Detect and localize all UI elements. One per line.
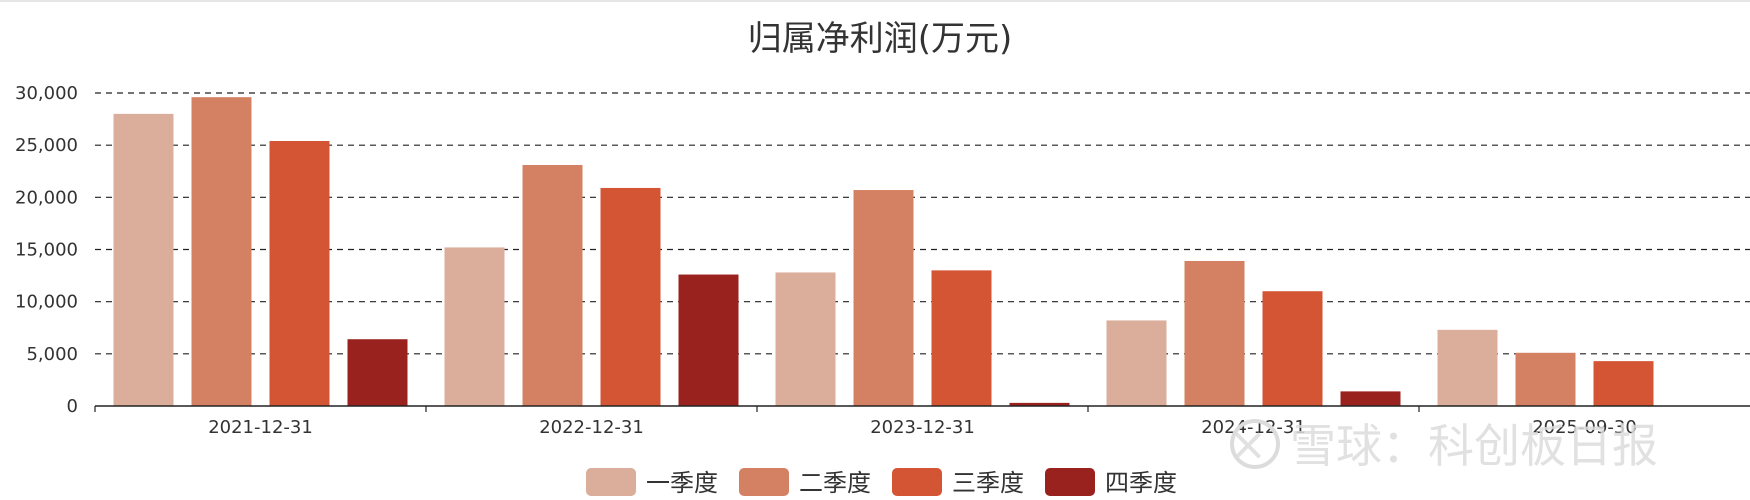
bar	[1262, 291, 1323, 406]
grid-lines	[95, 92, 1750, 355]
y-tick-label: 20,000	[15, 187, 78, 208]
bars	[113, 97, 1654, 406]
axes: 0 5,000 10,000 15,000 20,000 25,000 30,000 2021…	[15, 83, 1750, 438]
top-border	[0, 0, 1750, 2]
chart-title: 归属净利润(万元)	[748, 19, 1013, 59]
bar	[1515, 352, 1576, 406]
y-tick-label: 25,000	[15, 135, 78, 156]
legend-label: 四季度	[1105, 469, 1177, 497]
bar	[1184, 260, 1245, 406]
bar	[191, 97, 252, 406]
bar	[1106, 320, 1167, 406]
y-tick-label: 5,000	[26, 344, 78, 365]
watermark-text: 雪球：科创板日报	[1290, 419, 1658, 473]
y-tick-label: 30,000	[15, 83, 78, 104]
bar	[1593, 361, 1654, 406]
watermark-logo-glyph: ×	[1229, 417, 1268, 471]
bar	[347, 339, 408, 406]
legend-label: 二季度	[799, 469, 871, 497]
bar	[1009, 402, 1070, 406]
legend: 一季度 二季度 三季度 四季度	[586, 468, 1177, 497]
legend-swatch	[892, 468, 942, 496]
bar	[600, 187, 661, 406]
bar	[678, 274, 739, 406]
bar	[113, 113, 174, 406]
bar	[931, 270, 992, 406]
bar	[775, 272, 836, 406]
bar	[853, 190, 914, 406]
x-tick-label: 2025-09-30	[1532, 417, 1637, 438]
x-tick-label: 2024-12-31	[1201, 417, 1306, 438]
legend-swatch	[1045, 468, 1095, 496]
watermark: × 雪球：科创板日报	[1229, 417, 1658, 473]
bar	[269, 140, 330, 406]
x-tick-label: 2023-12-31	[870, 417, 975, 438]
legend-label: 一季度	[646, 469, 718, 497]
x-tick-label: 2021-12-31	[208, 417, 313, 438]
legend-label: 三季度	[952, 469, 1024, 497]
x-tick-label: 2022-12-31	[539, 417, 644, 438]
bar	[522, 164, 583, 406]
legend-swatch	[739, 468, 789, 496]
y-tick-label: 10,000	[15, 292, 78, 313]
legend-swatch	[586, 468, 636, 496]
bar	[444, 247, 505, 406]
watermark-logo-icon	[1230, 419, 1280, 469]
bar	[1437, 329, 1498, 406]
y-tick-label: 0	[67, 396, 78, 417]
y-tick-label: 15,000	[15, 240, 78, 261]
bar	[1340, 391, 1401, 406]
